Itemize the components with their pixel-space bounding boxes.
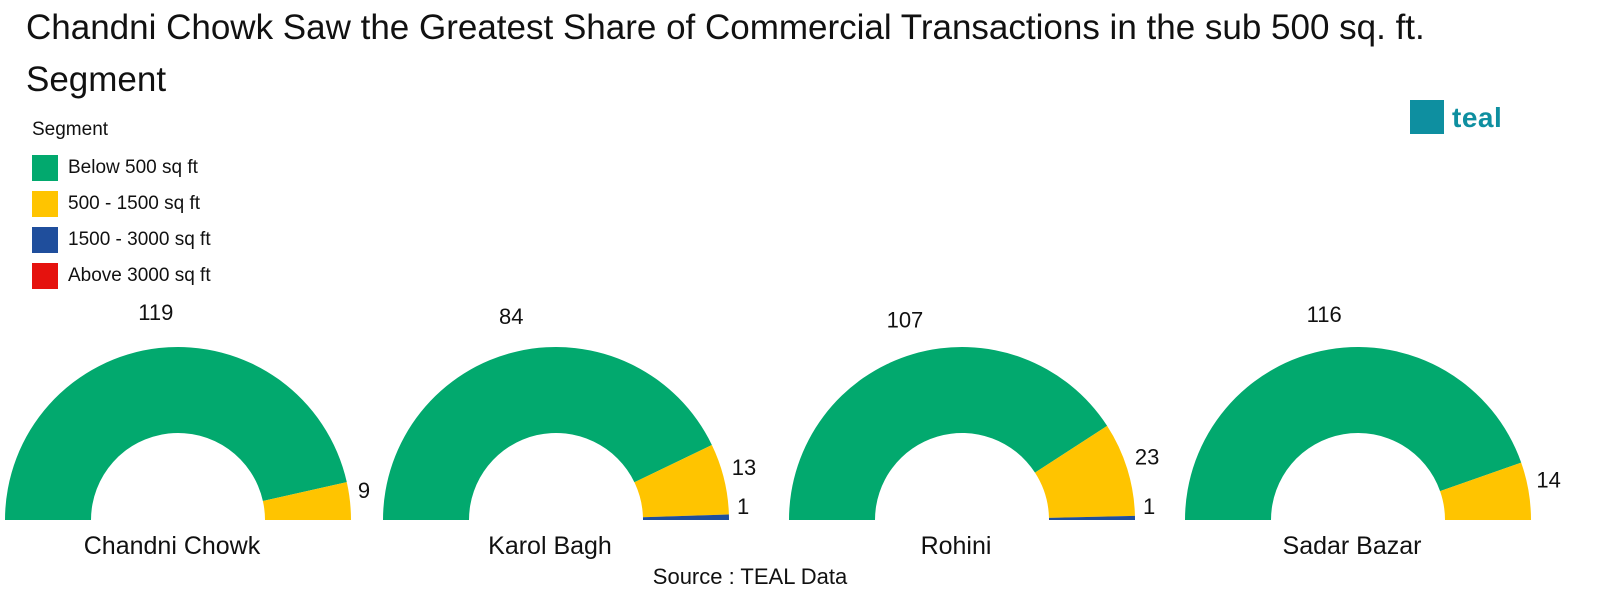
donut-segment <box>1048 515 1135 520</box>
donut-segment <box>789 347 1108 520</box>
legend-item: Below 500 sq ft <box>32 150 211 186</box>
legend-item: Above 3000 sq ft <box>32 258 211 294</box>
data-label: 9 <box>358 478 370 503</box>
data-label: 14 <box>1536 468 1560 493</box>
half-donut-chart: 84 13 1 Karol Bagh <box>383 304 756 560</box>
data-label: 1 <box>1143 494 1155 519</box>
chart-category-label: Sadar Bazar <box>1283 532 1422 560</box>
legend-label: 500 - 1500 sq ft <box>68 193 201 214</box>
source-note: Source : TEAL Data <box>652 564 848 589</box>
data-label: 116 <box>1307 302 1342 327</box>
teal-logo-text: teal <box>1452 102 1503 133</box>
donut-segment <box>634 444 729 518</box>
half-donut-chart: 116 14 Sadar Bazar <box>1185 302 1561 560</box>
legend-item: 500 - 1500 sq ft <box>32 186 211 222</box>
teal-logo-mark <box>1410 100 1444 134</box>
data-label: 119 <box>138 300 173 325</box>
chart-category-label: Karol Bagh <box>488 532 612 560</box>
legend-swatch <box>32 227 58 253</box>
legend-item: 1500 - 3000 sq ft <box>32 222 211 258</box>
data-label: 107 <box>887 307 924 332</box>
half-donut-chart: 119 9 Chandni Chowk <box>5 300 370 560</box>
donut-segment <box>642 514 729 520</box>
legend-label: 1500 - 3000 sq ft <box>68 229 211 250</box>
chart-title: Chandni Chowk Saw the Greatest Share of … <box>26 8 1425 99</box>
legend: Segment Below 500 sq ft 500 - 1500 sq ft 1… <box>32 118 211 294</box>
legend-items: Below 500 sq ft 500 - 1500 sq ft 1500 - 30… <box>32 150 211 294</box>
donut-segment <box>383 347 712 520</box>
data-label: 84 <box>499 304 523 329</box>
legend-label: Above 3000 sq ft <box>68 265 211 286</box>
donut-segment <box>1440 462 1531 520</box>
legend-swatch <box>32 155 58 181</box>
data-label: 1 <box>737 494 749 519</box>
donut-segment <box>262 482 351 520</box>
chart-category-label: Rohini <box>921 532 992 560</box>
legend-swatch <box>32 191 58 217</box>
half-donut-charts: 119 9 Chandni Chowk 84 13 1 Karol Bagh 107 23 1 Ro… <box>5 300 1561 560</box>
teal-logo: teal <box>1410 100 1560 140</box>
legend-label: Below 500 sq ft <box>68 157 198 178</box>
legend-title: Segment <box>32 119 109 140</box>
chart-category-label: Chandni Chowk <box>84 532 261 560</box>
legend-swatch <box>32 263 58 289</box>
data-label: 23 <box>1135 445 1159 470</box>
data-label: 13 <box>732 455 756 480</box>
half-donut-chart: 107 23 1 Rohini <box>789 307 1159 560</box>
donut-segment <box>5 347 347 520</box>
donut-segment <box>1034 425 1135 518</box>
donut-segment <box>1185 346 1522 520</box>
